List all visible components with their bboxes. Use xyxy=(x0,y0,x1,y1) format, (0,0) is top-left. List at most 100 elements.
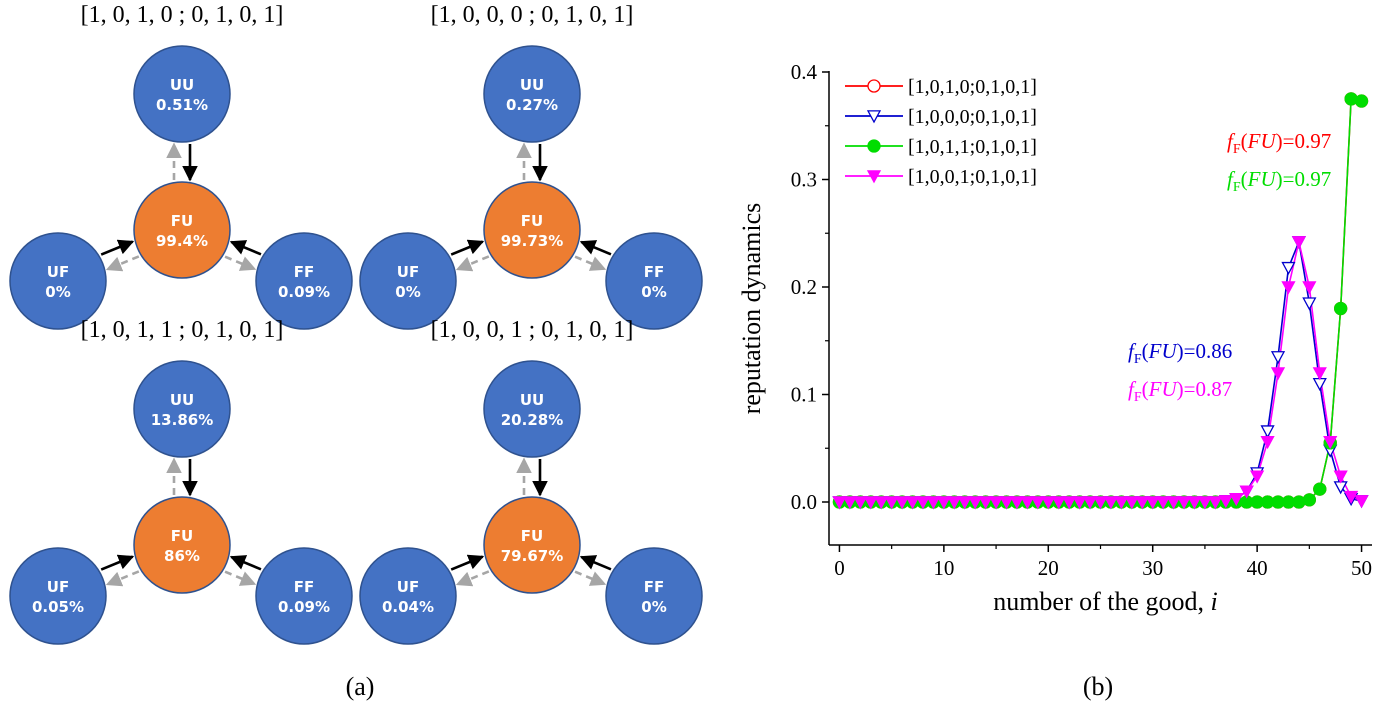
x-tick-label: 20 xyxy=(1038,556,1059,580)
node-percentage: 0% xyxy=(641,283,666,301)
data-point xyxy=(1302,297,1317,311)
data-point xyxy=(1093,496,1108,510)
series-line-4 xyxy=(839,241,1362,503)
y-tick-label: 0.4 xyxy=(791,60,818,84)
data-point xyxy=(1082,496,1098,510)
node-name: FF xyxy=(644,263,665,281)
data-point xyxy=(905,496,920,510)
arrow-uf-to-fu xyxy=(100,554,135,571)
node-name: FF xyxy=(644,578,665,596)
legend-marker xyxy=(867,139,881,153)
node-percentage: 86% xyxy=(164,547,200,565)
data-point xyxy=(1250,470,1265,484)
data-point xyxy=(1020,496,1035,510)
data-point xyxy=(1135,496,1150,510)
annotation-1: fF(FU)=0.97 xyxy=(1227,129,1331,157)
data-point xyxy=(1030,496,1045,510)
data-point xyxy=(1197,496,1213,510)
node-circle xyxy=(133,496,231,594)
chart-annotations: fF(FU)=0.97 fF(FU)=0.97 fF(FU)=0.86 fF(FU)=… xyxy=(1128,129,1331,405)
node-ff: FF 0% xyxy=(605,232,703,330)
panel-a-network-diagrams: [1, 0, 1, 0 ; 0, 1, 0, 1] UU 0.51% FU 99.4% U… xyxy=(9,2,703,645)
data-point xyxy=(1344,490,1359,504)
node-uu: UU 20.28% xyxy=(483,360,581,458)
node-circle xyxy=(9,547,107,645)
legend-entry-4: [1,0,0,1;0,1,0,1] xyxy=(845,166,1037,188)
node-circle xyxy=(483,181,581,279)
data-point xyxy=(1114,496,1129,510)
legend-entry-1: [1,0,1,0;0,1,0,1] xyxy=(845,76,1037,98)
node-circle xyxy=(483,496,581,594)
data-point xyxy=(1291,236,1306,250)
diagram-title: [1, 0, 0, 1 ; 0, 1, 0, 1] xyxy=(431,317,634,343)
series-line-3 xyxy=(839,97,1362,503)
data-point xyxy=(999,496,1014,510)
node-percentage: 0.51% xyxy=(156,96,208,114)
data-point xyxy=(947,496,962,510)
node-name: FU xyxy=(521,527,543,545)
panel-b-label: (b) xyxy=(1083,672,1113,701)
annotation-3: fF(FU)=0.86 xyxy=(1128,339,1232,367)
node-uf: UF 0% xyxy=(9,232,107,330)
data-point xyxy=(1312,367,1327,381)
node-circle xyxy=(133,45,231,143)
node-percentage: 99.73% xyxy=(501,232,563,250)
node-circle xyxy=(9,232,107,330)
node-percentage: 0.27% xyxy=(506,96,558,114)
y-tick-label: 0.3 xyxy=(791,168,817,192)
node-uu: UU 0.27% xyxy=(483,45,581,143)
data-point xyxy=(1270,351,1286,365)
network-diagram-2: [1, 0, 0, 0 ; 0, 1, 0, 1] UU 0.27% FU 99.73%… xyxy=(359,2,703,330)
data-point xyxy=(1354,94,1369,108)
node-name: UF xyxy=(47,263,69,281)
node-percentage: 0% xyxy=(395,283,420,301)
x-tick-label: 40 xyxy=(1247,556,1268,580)
arrow-ff-to-fu xyxy=(229,240,262,256)
arrow-uf-to-fu xyxy=(100,239,135,256)
node-circle xyxy=(359,232,457,330)
y-tick-label: 0.0 xyxy=(791,490,817,514)
data-point xyxy=(832,496,847,510)
node-percentage: 0% xyxy=(45,283,70,301)
node-uu: UU 13.86% xyxy=(133,360,231,458)
chart-axes: 0.0 0.1 0.2 0.3 0.4 0 10 20 30 40 50 xyxy=(791,60,1372,580)
legend-marker xyxy=(866,110,882,124)
data-point xyxy=(1281,261,1296,276)
data-point xyxy=(1187,496,1202,510)
node-name: FU xyxy=(171,212,193,230)
data-point xyxy=(1229,493,1244,507)
node-ff: FF 0.09% xyxy=(255,547,353,645)
data-point xyxy=(926,496,941,510)
data-point xyxy=(895,496,910,510)
data-point xyxy=(1323,436,1338,450)
y-axis-label: reputation dynamics xyxy=(737,203,766,415)
network-diagram-1: [1, 0, 1, 0 ; 0, 1, 0, 1] UU 0.51% FU 99.4% U… xyxy=(9,2,353,330)
data-point xyxy=(1270,367,1286,381)
data-point xyxy=(1302,281,1317,295)
data-point xyxy=(1208,496,1223,510)
legend-marker xyxy=(867,79,881,93)
diagram-title: [1, 0, 0, 0 ; 0, 1, 0, 1] xyxy=(431,2,634,28)
series-line-1 xyxy=(839,97,1362,503)
data-point xyxy=(1009,496,1025,510)
node-circle xyxy=(605,232,703,330)
node-circle xyxy=(605,547,703,645)
data-point xyxy=(1260,425,1275,439)
data-point xyxy=(1041,496,1056,510)
data-point xyxy=(1281,281,1296,295)
node-circle xyxy=(133,360,231,458)
node-name: FU xyxy=(521,212,543,230)
node-uf: UF 0% xyxy=(359,232,457,330)
node-uf: UF 0.04% xyxy=(359,547,457,645)
data-point xyxy=(1103,496,1119,510)
node-percentage: 20.28% xyxy=(501,411,563,429)
node-circle xyxy=(255,232,353,330)
y-tick-label: 0.1 xyxy=(791,383,817,407)
node-percentage: 0.04% xyxy=(382,598,434,616)
data-point xyxy=(936,496,951,510)
node-circle xyxy=(483,45,581,143)
network-diagram-4: [1, 0, 0, 1 ; 0, 1, 0, 1] UU 20.28% FU 79.67… xyxy=(359,317,703,645)
diagram-title: [1, 0, 1, 0 ; 0, 1, 0, 1] xyxy=(81,2,284,28)
chart-series-markers xyxy=(832,92,1369,510)
node-fu: FU 99.73% xyxy=(483,181,581,279)
